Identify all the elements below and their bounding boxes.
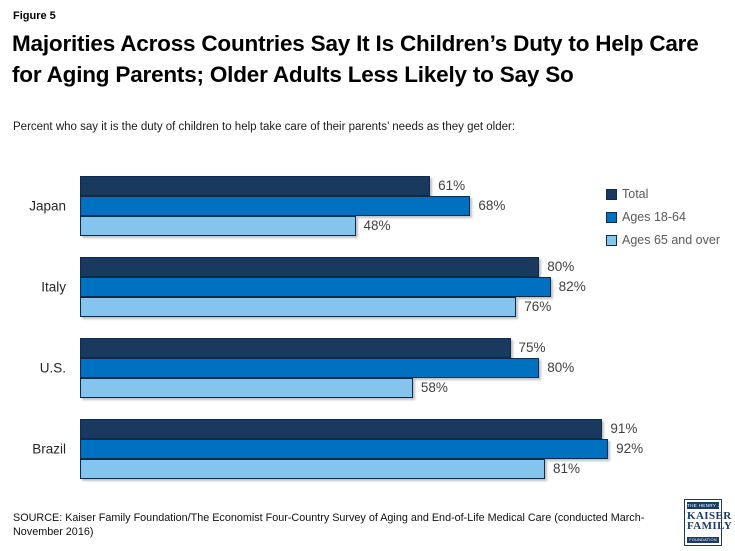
country-group-italy: Italy 80% 82% 76%: [0, 257, 735, 317]
bar-value-label: 75%: [518, 340, 546, 355]
source-note: SOURCE: Kaiser Family Foundation/The Eco…: [13, 512, 645, 539]
chart-subtitle: Percent who say it is the duty of childr…: [13, 121, 516, 133]
bar-value-label: 92%: [616, 441, 644, 456]
bar-value-label: 68%: [478, 198, 506, 213]
bar-value-label: 81%: [552, 461, 580, 476]
chart-legend: Total Ages 18-64 Ages 65 and over: [606, 187, 720, 257]
bar-row: 48%: [80, 216, 735, 236]
bar-row: 58%: [80, 378, 735, 398]
bar-segment: [80, 297, 517, 317]
logo-kaiser-line: KAISER: [687, 509, 732, 522]
bar-value-label: 61%: [438, 178, 466, 193]
bar-value-label: 76%: [524, 299, 552, 314]
bar-segment: [80, 216, 356, 236]
figure-label: Figure 5: [13, 10, 56, 22]
category-label: Italy: [41, 279, 66, 295]
bar-segment: [80, 378, 413, 398]
bar-segment: [80, 196, 471, 216]
legend-label: Ages 18-64: [622, 210, 686, 224]
bar-value-label: 58%: [420, 380, 448, 395]
category-label: Japan: [29, 198, 66, 214]
bar-row: 80%: [80, 257, 735, 277]
bar-segment: [80, 338, 511, 358]
legend-item: Total: [606, 187, 720, 201]
bar-value-label: 80%: [547, 259, 575, 274]
logo-foundation-line: FOUNDATION: [687, 536, 719, 543]
bar-value-label: 82%: [558, 279, 586, 294]
bar-row: 92%: [80, 439, 735, 459]
bar-segment: [80, 419, 603, 439]
bar-segment: [80, 176, 431, 196]
bar-segment: [80, 459, 545, 479]
legend-label: Ages 65 and over: [622, 233, 720, 247]
category-label: U.S.: [39, 360, 66, 376]
bar-segment: [80, 257, 540, 277]
bar-segment: [80, 358, 540, 378]
bar-row: 91%: [80, 419, 735, 439]
legend-item: Ages 65 and over: [606, 233, 720, 247]
country-group-brazil: Brazil 91% 92% 81%: [0, 419, 735, 479]
bar-segment: [80, 439, 609, 459]
legend-swatch-icon: [606, 211, 617, 223]
legend-swatch-icon: [606, 234, 617, 246]
page-title: Majorities Across Countries Say It Is Ch…: [12, 31, 699, 87]
country-group-us: U.S. 75% 80% 58%: [0, 338, 735, 398]
bar-value-label: 48%: [363, 218, 391, 233]
bar-row: 75%: [80, 338, 735, 358]
bar-row: 76%: [80, 297, 735, 317]
category-label: Brazil: [32, 441, 66, 457]
bar-segment: [80, 277, 551, 297]
bar-row: 80%: [80, 358, 735, 378]
logo-family-line: FAMILY: [687, 520, 733, 532]
legend-swatch-icon: [606, 188, 617, 200]
logo-henry-j-line: THE HENRY J.: [687, 502, 719, 509]
country-group-japan: Japan 61% 68% 48%: [0, 176, 735, 236]
chart-plot-area: Japan 61% 68% 48% Italy 80% 82% 76% U.S. 75% 80% 58…: [0, 176, 735, 479]
bar-row: 82%: [80, 277, 735, 297]
bar-value-label: 80%: [547, 360, 575, 375]
kff-logo: THE HENRY J. KAISER FAMILY FOUNDATION: [684, 499, 733, 546]
bar-row: 81%: [80, 459, 735, 479]
bar-row: 68%: [80, 196, 735, 216]
bar-chart: Japan 61% 68% 48% Italy 80% 82% 76% U.S. 75% 80% 58…: [0, 176, 735, 479]
bar-row: 61%: [80, 176, 735, 196]
legend-item: Ages 18-64: [606, 210, 720, 224]
bar-value-label: 91%: [610, 421, 638, 436]
legend-label: Total: [622, 187, 649, 201]
